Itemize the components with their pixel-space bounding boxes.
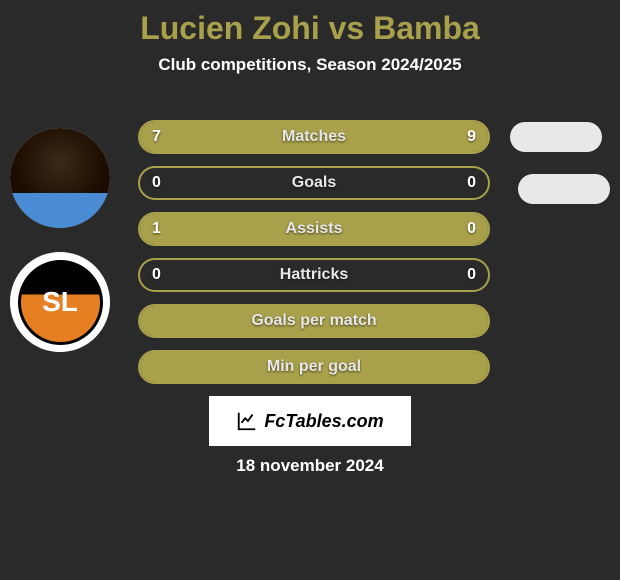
stat-label: Goals <box>292 174 336 192</box>
club-logo: SL <box>10 252 110 352</box>
stat-row-hattricks: 0 Hattricks 0 <box>138 258 490 292</box>
side-indicator-1 <box>510 122 602 152</box>
stat-label: Goals per match <box>251 312 376 330</box>
stat-label: Assists <box>286 220 343 238</box>
chart-icon <box>236 410 258 432</box>
stat-row-min-per-goal: Min per goal <box>138 350 490 384</box>
branding-text: FcTables.com <box>264 411 383 432</box>
stat-value-left: 1 <box>152 220 161 238</box>
stat-value-left: 0 <box>152 174 161 192</box>
comparison-subtitle: Club competitions, Season 2024/2025 <box>0 55 620 75</box>
stat-value-right: 0 <box>467 220 476 238</box>
comparison-title: Lucien Zohi vs Bamba <box>0 0 620 47</box>
stat-value-right: 0 <box>467 174 476 192</box>
stat-row-goals-per-match: Goals per match <box>138 304 490 338</box>
branding-box: FcTables.com <box>209 396 411 446</box>
stat-value-left: 0 <box>152 266 161 284</box>
stat-value-right: 9 <box>467 128 476 146</box>
stat-fill-left <box>140 122 293 152</box>
player-right-avatar: SL <box>10 252 110 352</box>
player-left-avatar <box>10 128 110 228</box>
stat-value-right: 0 <box>467 266 476 284</box>
date-text: 18 november 2024 <box>236 456 383 476</box>
stat-value-left: 7 <box>152 128 161 146</box>
stat-row-goals: 0 Goals 0 <box>138 166 490 200</box>
stat-label: Min per goal <box>267 358 361 376</box>
stats-container: 7 Matches 9 0 Goals 0 1 Assists 0 0 Hatt… <box>138 120 490 396</box>
side-indicator-2 <box>518 174 610 204</box>
stat-label: Hattricks <box>280 266 348 284</box>
stat-row-matches: 7 Matches 9 <box>138 120 490 154</box>
club-logo-text: SL <box>18 260 103 345</box>
player-jersey <box>10 193 110 228</box>
stat-label: Matches <box>282 128 346 146</box>
stat-row-assists: 1 Assists 0 <box>138 212 490 246</box>
player-photo-placeholder <box>10 128 110 228</box>
